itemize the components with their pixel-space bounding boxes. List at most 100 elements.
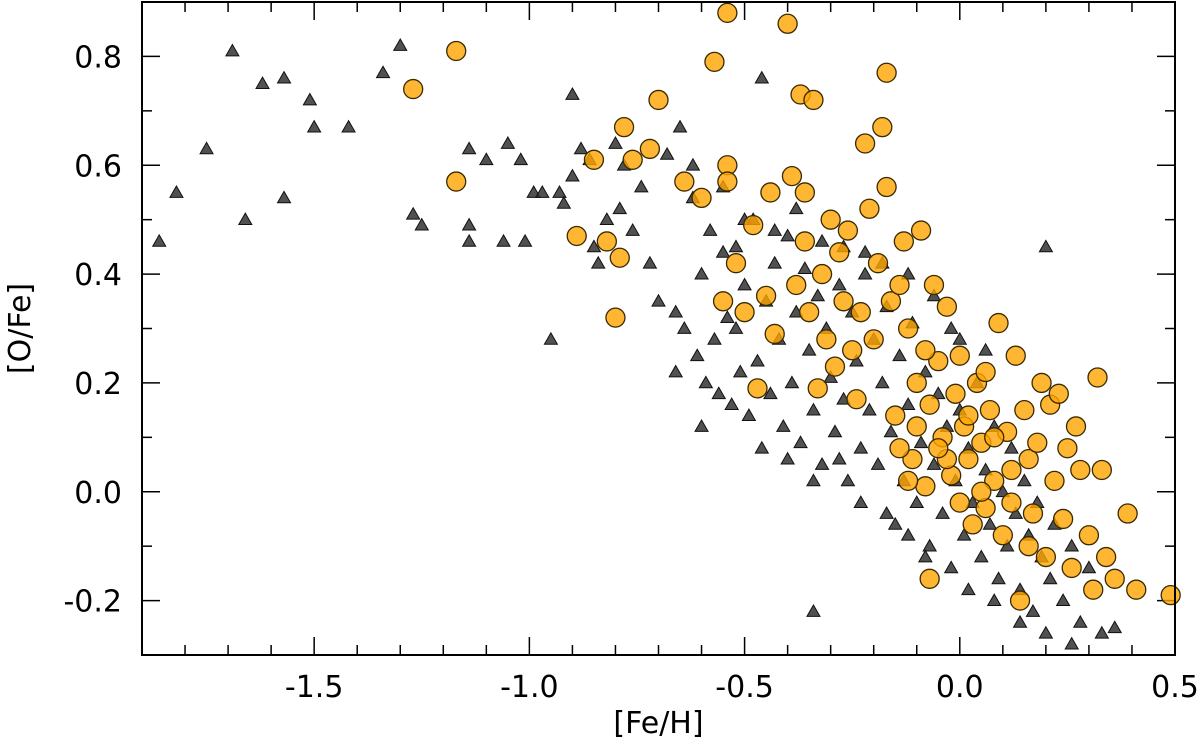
circle-point (403, 78, 424, 100)
circle-point (893, 231, 914, 252)
circle-point (928, 350, 949, 372)
triangle-point (1025, 603, 1041, 617)
circle-point (988, 312, 1009, 334)
circle-point (876, 176, 897, 198)
triangle-point (806, 473, 821, 487)
triangle-point (341, 119, 356, 133)
circle-point (446, 171, 467, 192)
circle-point (1104, 568, 1125, 589)
triangle-point (780, 451, 795, 465)
triangle-point (276, 70, 292, 84)
x-tick-label: 0.5 (1151, 670, 1199, 705)
triangle-point (711, 386, 727, 400)
circle-point (794, 231, 815, 252)
triangle-point (728, 239, 744, 253)
triangle-point (651, 293, 666, 307)
triangle-point (461, 217, 477, 231)
circle-point (639, 138, 661, 160)
triangle-point (573, 141, 589, 155)
circle-point (949, 492, 970, 513)
circle-point (1031, 372, 1052, 394)
triangle-point (797, 261, 813, 275)
triangle-point (887, 516, 903, 530)
circle-point (971, 481, 992, 502)
circle-point (704, 51, 725, 73)
circle-point (975, 361, 996, 383)
triangle-point (1081, 560, 1097, 574)
triangle-point (857, 244, 873, 258)
triangle-point (225, 43, 240, 57)
triangle-point (900, 266, 916, 280)
triangle-point (552, 184, 567, 198)
triangle-point (151, 233, 167, 247)
triangle-point (694, 418, 709, 432)
circle-point (820, 209, 841, 230)
circle-point (885, 405, 906, 426)
triangle-point (754, 440, 770, 454)
triangle-point (900, 397, 916, 411)
circle-point (605, 307, 626, 328)
circle-point (1018, 536, 1039, 557)
circle-point (1087, 367, 1108, 388)
circle-point (958, 405, 979, 426)
circle-point (1057, 438, 1078, 459)
y-tick-label: -0.2 (63, 585, 122, 620)
triangle-point (952, 331, 968, 345)
triangle-point (676, 320, 692, 334)
triangle-point (599, 212, 615, 226)
circle-point (992, 525, 1013, 546)
triangle-point (857, 266, 873, 280)
triangle-point (767, 255, 783, 269)
circle-point (755, 285, 777, 307)
circle-point (446, 40, 467, 62)
triangle-point (478, 152, 494, 166)
circle-point (1044, 470, 1065, 492)
triangle-point (982, 516, 998, 530)
circle-point (949, 345, 970, 366)
circle-point (764, 323, 785, 345)
triangle-point (702, 223, 718, 236)
circle-point (691, 187, 712, 209)
triangle-point (831, 451, 847, 465)
triangle-point (870, 457, 886, 470)
circle-point (876, 62, 897, 83)
triangle-point (612, 201, 628, 215)
circle-point (1035, 546, 1057, 568)
triangle-point (874, 375, 890, 389)
triangle-point (668, 364, 684, 378)
triangle-point (276, 190, 292, 204)
triangle-point (565, 87, 580, 100)
circle-point (596, 231, 617, 252)
triangle-point (793, 435, 808, 449)
circle-point (609, 247, 630, 268)
triangle-point (767, 223, 783, 236)
triangle-point (883, 424, 899, 438)
y-tick-label: 0.6 (74, 149, 122, 184)
circle-point (747, 378, 768, 399)
circle-point (760, 182, 781, 203)
triangle-point (728, 320, 744, 334)
circle-point (984, 427, 1005, 448)
circle-point (897, 470, 919, 492)
triangle-point (659, 146, 675, 160)
circle-point (566, 225, 587, 247)
y-tick-label: 0.8 (74, 40, 122, 75)
triangle-point (900, 527, 916, 541)
circle-point (842, 340, 863, 361)
circle-point (1005, 345, 1026, 366)
triangle-point (784, 375, 800, 389)
circle-point (889, 274, 910, 296)
triangle-point (862, 402, 877, 416)
triangle-point (668, 304, 684, 318)
triangle-point (405, 206, 421, 220)
triangle-point (780, 228, 795, 242)
triangle-point (496, 233, 511, 247)
circle-point (1117, 503, 1138, 524)
x-tick-label: -1.5 (285, 670, 344, 705)
circle-point (979, 399, 1001, 421)
triangle-point (909, 495, 925, 509)
circle-point (1001, 459, 1022, 481)
circle-point (936, 296, 958, 317)
triangle-point (237, 212, 253, 226)
triangle-point (306, 119, 322, 133)
